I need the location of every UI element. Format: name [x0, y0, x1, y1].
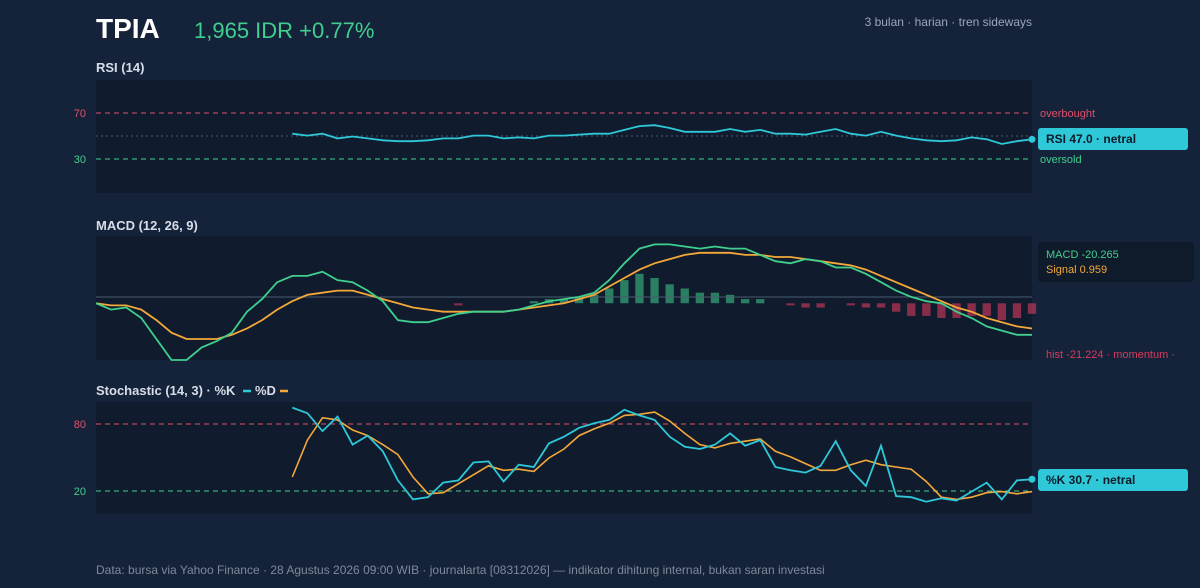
macd-hist-bar [937, 303, 946, 318]
rsi-overbought-label: overbought [1040, 108, 1095, 120]
stoch-last-point [1028, 475, 1036, 483]
macd-hist-bar [635, 273, 644, 304]
stoch-legend-d-label: %D [255, 383, 276, 398]
macd-hist-bar [559, 299, 569, 304]
signal-line [95, 251, 1033, 340]
stoch-readout-box [1038, 469, 1188, 491]
macd-hist-bar [695, 292, 704, 304]
hist-value-label: hist -21.224 · momentum · [1046, 349, 1175, 361]
macd-title: MACD (12, 26, 9) [96, 218, 198, 233]
stoch-title: Stochastic (14, 3) · %K [96, 383, 236, 398]
macd-line [95, 243, 1032, 361]
macd-hist-bar [590, 294, 599, 304]
price-change: 1,965 IDR +0.77% [194, 18, 374, 43]
stoch-readout: %K 30.7 · netral [1046, 473, 1135, 487]
macd-value-label: MACD -20.265 [1046, 249, 1119, 261]
macd-hist-bar [605, 288, 614, 304]
macd-hist-bar [650, 278, 659, 304]
macd-readout-box [1038, 242, 1194, 282]
macd-hist-bar [997, 303, 1006, 321]
macd-hist-bar [574, 296, 584, 304]
macd-hist-bar [801, 303, 810, 308]
macd-hist-bar [725, 294, 735, 304]
stoch-tick-20: 20 [74, 486, 86, 498]
rsi-line [292, 124, 1033, 145]
stoch-title-text: Stochastic (14, 3) · %K [96, 383, 236, 398]
macd-hist-bar [680, 288, 689, 304]
footer-note: Data: bursa via Yahoo Finance · 28 Agust… [96, 563, 825, 577]
macd-hist-bar [741, 299, 750, 304]
stoch-tick-80: 80 [74, 419, 86, 431]
macd-hist-bar [1012, 303, 1022, 318]
rsi-readout-box [1038, 128, 1188, 150]
macd-hist-bar [846, 303, 855, 306]
macd-hist-bar [756, 299, 765, 304]
ticker-symbol: TPIA [96, 13, 160, 44]
macd-hist-bar [529, 301, 538, 304]
macd-hist-bar [922, 303, 931, 316]
stoch-d-line [291, 411, 1033, 501]
macd-hist-bar [982, 303, 991, 316]
macd-hist-bar [892, 303, 901, 312]
rsi-tick-30: 30 [74, 154, 86, 166]
rsi-last-point [1028, 135, 1036, 143]
macd-hist-bar [786, 303, 795, 306]
rsi-tick-70: 70 [74, 108, 86, 120]
macd-hist-bar [454, 303, 463, 306]
rsi-readout: RSI 47.0 · netral [1046, 132, 1136, 146]
macd-histogram [454, 273, 1037, 321]
signal-value-label: Signal 0.959 [1046, 264, 1107, 276]
chart-meta: 3 bulan · harian · tren sideways [865, 15, 1032, 29]
macd-hist-bar [952, 303, 961, 318]
macd-hist-bar [861, 303, 871, 308]
macd-hist-bar [816, 303, 825, 308]
macd-hist-bar [620, 280, 629, 304]
macd-panel [96, 236, 1032, 360]
macd-hist-bar [967, 303, 976, 316]
stoch-k-line [291, 406, 1033, 503]
rsi-title: RSI (14) [96, 60, 144, 75]
macd-hist-bar [710, 292, 720, 304]
macd-hist-bar [907, 303, 916, 316]
macd-hist-bar [1027, 303, 1037, 314]
stoch-panel [96, 402, 1032, 514]
rsi-oversold-label: oversold [1040, 154, 1082, 166]
macd-hist-bar [665, 284, 674, 304]
macd-hist-bar [876, 303, 886, 308]
